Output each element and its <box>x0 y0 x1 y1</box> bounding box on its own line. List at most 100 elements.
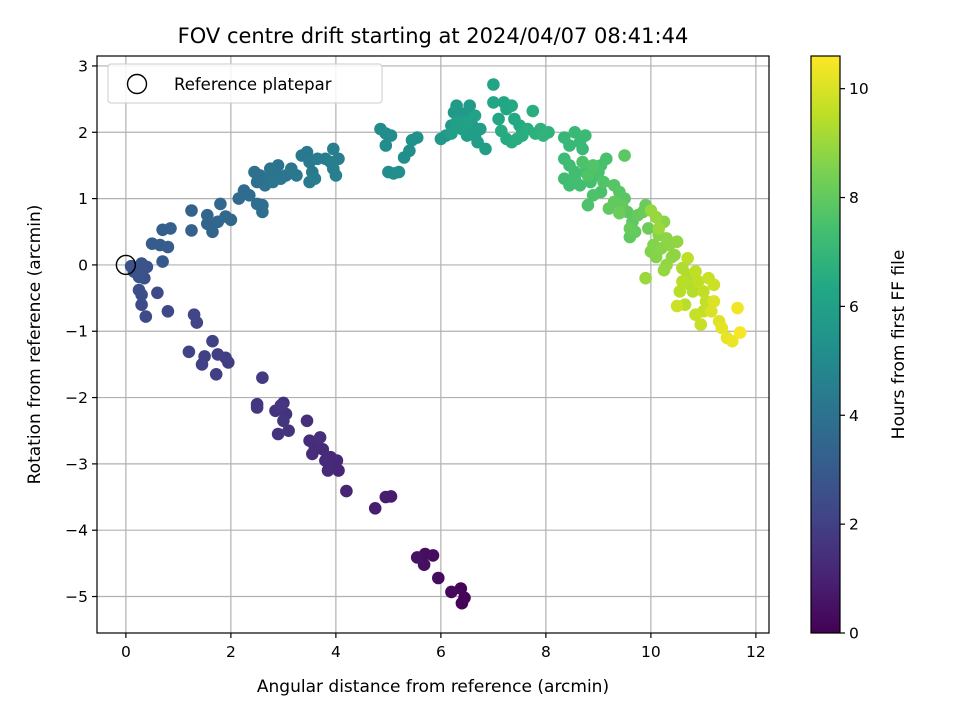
data-point <box>694 318 708 331</box>
plot-frame <box>96 55 770 634</box>
y-tick-label: 1 <box>78 190 88 208</box>
data-point <box>306 447 319 461</box>
data-point <box>135 298 148 312</box>
colorbar-tick-label: 8 <box>849 189 859 207</box>
data-point <box>139 310 153 323</box>
data-point <box>321 464 335 477</box>
legend-box <box>107 63 383 104</box>
data-point <box>492 112 505 126</box>
data-point <box>487 78 500 91</box>
data-point <box>324 155 337 169</box>
y-tick-label: 2 <box>78 124 88 142</box>
data-point <box>164 222 177 235</box>
data-point <box>313 431 327 444</box>
data-point <box>597 175 610 189</box>
colorbar-tick-label: 10 <box>849 80 869 98</box>
data-point <box>256 371 269 385</box>
legend: Reference platepar <box>107 63 383 104</box>
y-tick-label: 0 <box>78 256 88 274</box>
data-point <box>586 189 600 202</box>
x-tick-label: 12 <box>746 643 766 661</box>
data-point <box>308 172 322 185</box>
scatter-points <box>124 78 747 610</box>
y-tick-label: −2 <box>65 389 88 407</box>
y-axis-ticks: −5 −4 −3 −2 −1 0 1 2 3 <box>65 57 97 606</box>
x-axis-label: Angular distance from reference (arcmin) <box>257 677 609 697</box>
data-point <box>726 334 739 348</box>
colorbar-label: Hours from first FF file <box>889 250 909 440</box>
data-point <box>707 295 721 308</box>
data-point <box>282 424 295 438</box>
data-point <box>652 222 666 235</box>
data-point <box>432 571 445 585</box>
data-point <box>209 368 223 381</box>
data-point <box>214 197 227 211</box>
data-point <box>250 397 264 411</box>
data-point <box>300 414 314 428</box>
colorbar-tick-label: 2 <box>849 516 859 534</box>
data-point <box>670 299 684 313</box>
colorbar <box>810 55 841 634</box>
data-point <box>639 271 652 285</box>
data-point <box>156 255 169 268</box>
reference-platepar-marker <box>115 254 137 276</box>
data-point <box>211 348 225 361</box>
data-point <box>319 454 332 467</box>
y-tick-label: −3 <box>65 455 88 473</box>
data-point <box>450 116 463 129</box>
data-point <box>689 265 702 278</box>
data-point <box>410 131 424 144</box>
data-point <box>623 222 637 235</box>
data-point <box>474 122 487 136</box>
x-tick-label: 10 <box>641 643 661 661</box>
data-point <box>206 225 219 239</box>
data-point <box>185 224 198 237</box>
data-point <box>403 144 416 158</box>
data-point <box>581 198 595 212</box>
data-point <box>586 159 600 172</box>
data-point <box>707 278 721 292</box>
data-point <box>505 99 518 112</box>
data-point <box>410 551 424 564</box>
colorbar-tick-label: 0 <box>849 625 859 643</box>
x-tick-label: 2 <box>226 643 236 661</box>
data-point <box>649 210 663 224</box>
colorbar-tick-label: 4 <box>849 407 859 425</box>
data-point <box>277 414 290 428</box>
data-point <box>187 308 201 322</box>
data-point <box>450 99 463 112</box>
data-point <box>618 149 631 162</box>
data-point <box>581 169 595 182</box>
x-tick-label: 4 <box>331 643 341 661</box>
data-point <box>733 326 747 339</box>
data-point <box>329 169 343 182</box>
data-point <box>135 288 148 302</box>
data-point <box>613 206 626 220</box>
y-axis-label: Rotation from reference (arcmin) <box>25 205 45 485</box>
grid-lines <box>97 56 769 633</box>
data-point <box>487 96 500 109</box>
data-point <box>445 127 458 140</box>
data-point <box>537 129 550 142</box>
data-point <box>161 240 175 254</box>
data-point <box>243 189 256 202</box>
data-point <box>195 358 209 371</box>
data-point <box>576 155 589 169</box>
data-point <box>642 222 655 235</box>
data-point <box>445 585 458 599</box>
data-point <box>161 305 175 318</box>
legend-label-reference-platepar: Reference platepar <box>174 75 332 94</box>
x-tick-label: 8 <box>541 643 551 661</box>
data-point <box>274 399 288 412</box>
data-point <box>271 427 285 441</box>
data-point <box>691 275 705 288</box>
x-tick-label: 6 <box>436 643 446 661</box>
data-point <box>676 275 689 288</box>
data-point <box>185 204 198 217</box>
data-point <box>670 235 684 248</box>
data-point <box>681 251 694 265</box>
data-point <box>182 345 196 359</box>
y-tick-label: −4 <box>65 522 88 540</box>
data-point <box>686 285 700 298</box>
data-point <box>657 263 671 277</box>
